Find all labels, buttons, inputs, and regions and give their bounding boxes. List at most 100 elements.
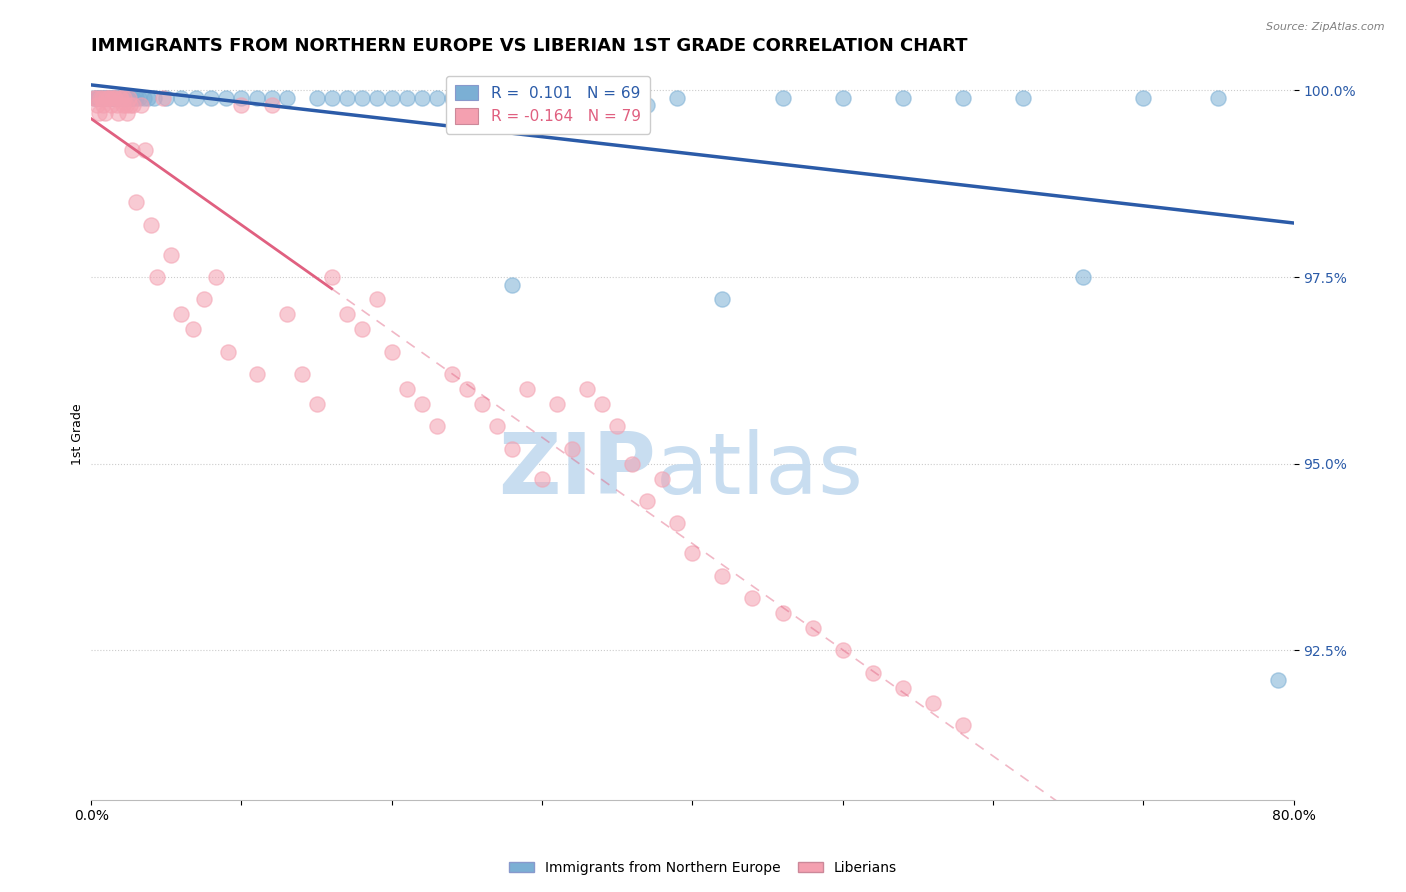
Point xyxy=(456,382,478,396)
Point xyxy=(1208,91,1230,105)
Point xyxy=(350,322,373,336)
Point xyxy=(891,681,914,695)
Point xyxy=(105,91,128,105)
Point xyxy=(128,91,150,105)
Point xyxy=(108,91,131,105)
Point xyxy=(862,665,884,680)
Text: atlas: atlas xyxy=(657,429,865,512)
Point xyxy=(305,91,328,105)
Point xyxy=(152,91,174,105)
Point xyxy=(114,98,136,112)
Point xyxy=(305,397,328,411)
Point xyxy=(118,91,141,105)
Point xyxy=(681,546,703,560)
Point xyxy=(96,91,118,105)
Point xyxy=(561,91,583,105)
Point xyxy=(395,91,418,105)
Point xyxy=(101,91,124,105)
Point xyxy=(100,91,122,105)
Point xyxy=(122,91,145,105)
Point xyxy=(93,105,115,120)
Point xyxy=(245,367,267,381)
Point xyxy=(155,91,177,105)
Point xyxy=(101,91,124,105)
Point xyxy=(141,218,163,232)
Point xyxy=(411,91,433,105)
Point xyxy=(952,91,974,105)
Point xyxy=(621,457,644,471)
Point xyxy=(426,419,449,434)
Point xyxy=(366,293,388,307)
Point xyxy=(125,195,148,210)
Point xyxy=(440,91,463,105)
Y-axis label: 1st Grade: 1st Grade xyxy=(72,403,84,465)
Point xyxy=(1012,91,1035,105)
Point xyxy=(501,277,523,292)
Point xyxy=(471,91,494,105)
Point xyxy=(103,91,125,105)
Point xyxy=(117,91,139,105)
Point xyxy=(132,91,155,105)
Point xyxy=(772,91,794,105)
Point xyxy=(120,98,142,112)
Point xyxy=(276,91,298,105)
Point xyxy=(121,91,143,105)
Point xyxy=(83,91,105,105)
Point xyxy=(231,98,253,112)
Point xyxy=(91,91,114,105)
Point xyxy=(136,91,159,105)
Point xyxy=(921,696,943,710)
Point xyxy=(1267,673,1289,688)
Point xyxy=(952,718,974,732)
Point xyxy=(426,91,449,105)
Point xyxy=(111,98,134,112)
Point xyxy=(84,91,107,105)
Point xyxy=(831,643,853,657)
Point xyxy=(110,91,132,105)
Point xyxy=(183,322,205,336)
Point xyxy=(104,91,127,105)
Point xyxy=(84,91,107,105)
Point xyxy=(381,91,404,105)
Point xyxy=(215,91,238,105)
Point xyxy=(146,270,169,285)
Point xyxy=(129,98,152,112)
Point xyxy=(741,591,763,606)
Legend: R =  0.101   N = 69, R = -0.164   N = 79: R = 0.101 N = 69, R = -0.164 N = 79 xyxy=(446,76,650,134)
Text: Source: ZipAtlas.com: Source: ZipAtlas.com xyxy=(1267,22,1385,32)
Point xyxy=(111,91,134,105)
Point xyxy=(87,105,110,120)
Point xyxy=(471,397,494,411)
Point xyxy=(121,143,143,157)
Point xyxy=(531,472,554,486)
Point xyxy=(120,91,142,105)
Point xyxy=(456,91,478,105)
Point xyxy=(576,382,599,396)
Point xyxy=(245,91,267,105)
Point xyxy=(112,91,135,105)
Point xyxy=(321,270,343,285)
Point xyxy=(90,91,112,105)
Point xyxy=(891,91,914,105)
Point xyxy=(217,344,239,359)
Point xyxy=(772,606,794,620)
Point xyxy=(105,98,128,112)
Point xyxy=(143,91,166,105)
Point xyxy=(97,91,120,105)
Point xyxy=(711,293,734,307)
Point xyxy=(107,105,129,120)
Point xyxy=(200,91,222,105)
Point xyxy=(98,91,121,105)
Point xyxy=(114,91,136,105)
Point xyxy=(291,367,314,381)
Point xyxy=(205,270,228,285)
Point xyxy=(103,91,125,105)
Point xyxy=(117,105,139,120)
Point xyxy=(122,98,145,112)
Point xyxy=(90,91,112,105)
Point xyxy=(100,98,122,112)
Point xyxy=(86,98,108,112)
Point xyxy=(636,98,658,112)
Point xyxy=(366,91,388,105)
Point xyxy=(591,397,613,411)
